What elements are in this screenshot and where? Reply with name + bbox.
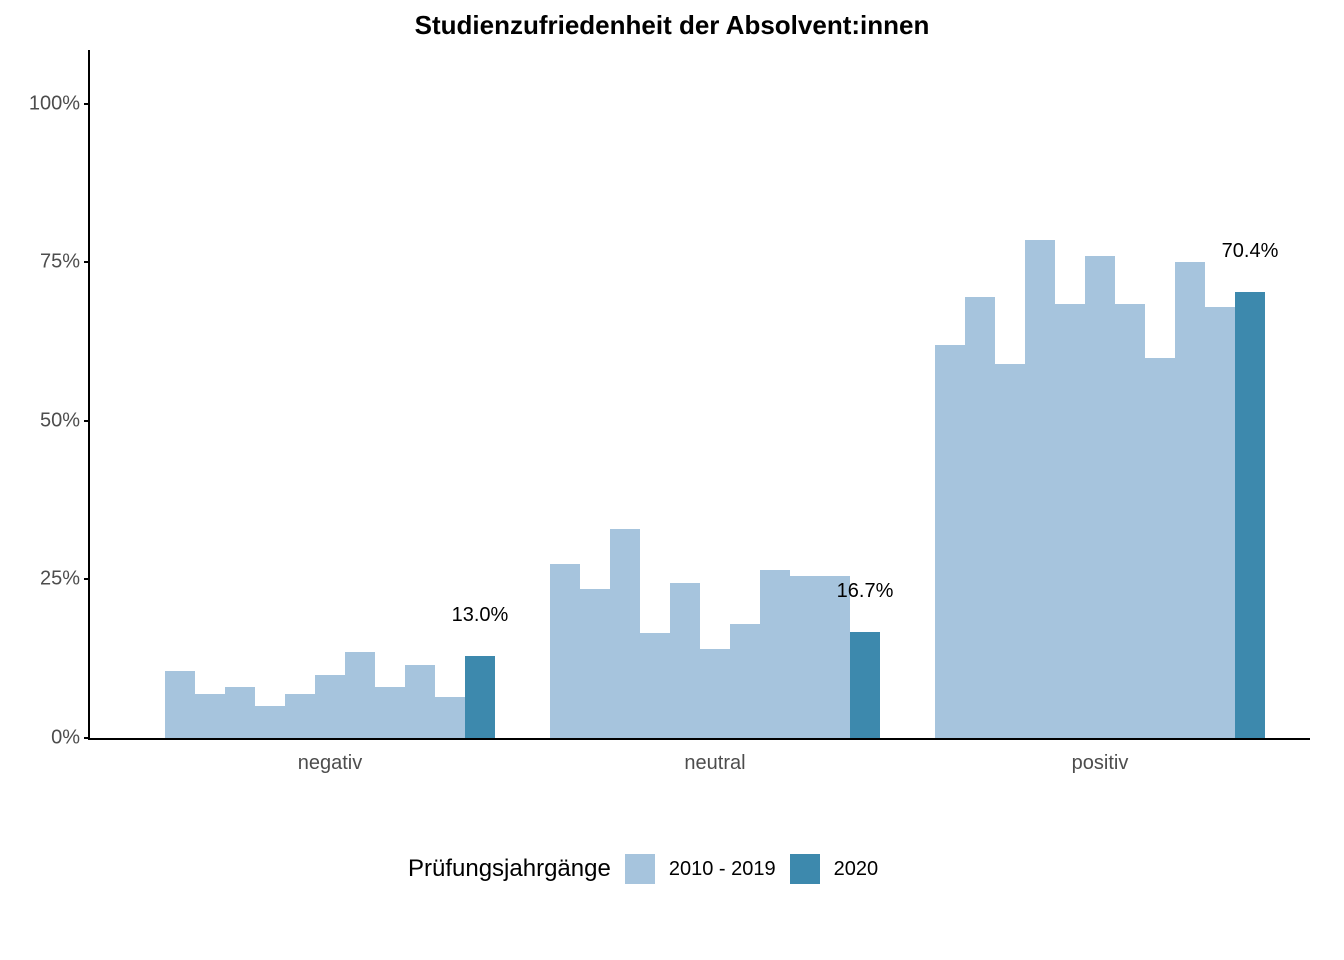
chart-container: Studienzufriedenheit der Absolvent:innen… bbox=[0, 0, 1344, 960]
legend-swatch bbox=[790, 854, 820, 884]
bar-historic bbox=[1025, 240, 1055, 738]
bar-historic bbox=[1145, 358, 1175, 738]
bar-value-label: 16.7% bbox=[837, 580, 894, 603]
plot-area: 0%25%50%75%100%13.0%negativ16.7%neutral7… bbox=[88, 50, 1310, 740]
bar-historic bbox=[995, 364, 1025, 738]
x-tick-label: negativ bbox=[298, 738, 363, 775]
chart-title: Studienzufriedenheit der Absolvent:innen bbox=[0, 10, 1344, 41]
bar-historic bbox=[550, 564, 580, 738]
bar-historic bbox=[405, 665, 435, 738]
bar-historic bbox=[730, 624, 760, 738]
bar-historic bbox=[935, 345, 965, 738]
bar-current bbox=[850, 632, 880, 738]
bar-historic bbox=[580, 589, 610, 738]
y-tick-label: 75% bbox=[40, 251, 90, 274]
bar-value-label: 70.4% bbox=[1222, 240, 1279, 263]
legend: Prüfungsjahrgänge 2010 - 2019 2020 bbox=[408, 854, 878, 884]
bar-historic bbox=[1085, 256, 1115, 738]
bar-historic bbox=[965, 297, 995, 738]
legend-item-label: 2010 - 2019 bbox=[669, 858, 776, 881]
bar-historic bbox=[315, 675, 345, 738]
bar-historic bbox=[285, 694, 315, 738]
bar-historic bbox=[700, 649, 730, 738]
bar-historic bbox=[640, 633, 670, 738]
bar-historic bbox=[375, 687, 405, 738]
legend-swatch bbox=[625, 854, 655, 884]
bar-historic bbox=[1205, 307, 1235, 738]
bar-current bbox=[465, 656, 495, 738]
bar-historic bbox=[195, 694, 225, 738]
legend-title: Prüfungsjahrgänge bbox=[408, 855, 611, 883]
bar-historic bbox=[435, 697, 465, 738]
y-tick-label: 25% bbox=[40, 568, 90, 591]
bar-value-label: 13.0% bbox=[452, 604, 509, 627]
bar-historic bbox=[670, 583, 700, 738]
bar-historic bbox=[165, 671, 195, 738]
bar-historic bbox=[1115, 304, 1145, 738]
x-tick-label: neutral bbox=[684, 738, 745, 775]
bar-historic bbox=[1055, 304, 1085, 738]
bar-historic bbox=[225, 687, 255, 738]
bar-historic bbox=[255, 706, 285, 738]
bar-historic bbox=[760, 570, 790, 738]
bar-historic bbox=[790, 576, 820, 738]
bar-historic bbox=[610, 529, 640, 738]
bar-historic bbox=[345, 652, 375, 738]
y-tick-label: 100% bbox=[29, 92, 90, 115]
x-tick-label: positiv bbox=[1072, 738, 1129, 775]
bar-historic bbox=[1175, 262, 1205, 738]
legend-item-label: 2020 bbox=[834, 858, 879, 881]
y-tick-label: 50% bbox=[40, 409, 90, 432]
bar-current bbox=[1235, 292, 1265, 738]
